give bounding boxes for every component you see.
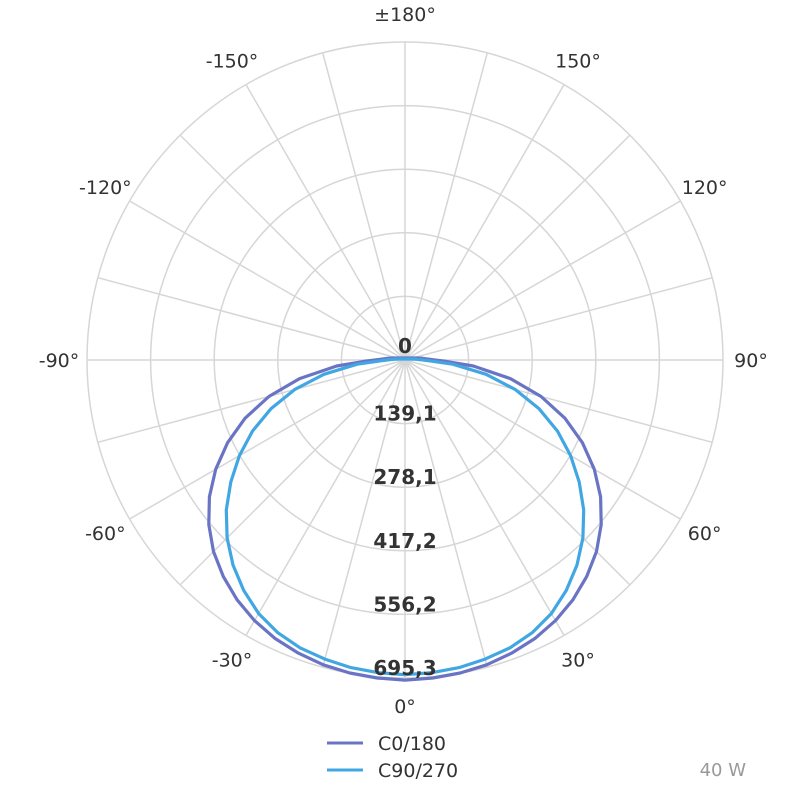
angle-label: -60° xyxy=(85,523,126,545)
angle-label: -120° xyxy=(79,177,132,199)
grid-spoke xyxy=(404,134,631,361)
radial-value-label: 278,1 xyxy=(373,465,436,489)
grid-spoke xyxy=(129,359,406,520)
angle-label: -30° xyxy=(212,650,253,672)
grid-spoke xyxy=(321,359,406,668)
radial-value-label: 139,1 xyxy=(373,402,436,426)
angle-label: ±180° xyxy=(374,4,436,26)
grid-spoke xyxy=(129,200,406,361)
angle-labels: 0° 30° 60° 90° 120° 150° ±180° -150° -120° -90° -6… xyxy=(39,4,768,718)
radial-value-label: 417,2 xyxy=(373,529,436,553)
series-line-1 xyxy=(224,357,586,677)
grid-spoke xyxy=(97,276,406,361)
grid-spoke xyxy=(404,359,631,586)
angle-label: 90° xyxy=(734,350,768,372)
angle-label: 0° xyxy=(394,696,416,718)
radial-labels: 0 139,1 278,1 417,2 556,2 695,3 xyxy=(373,334,436,680)
grid-spoke xyxy=(404,359,565,636)
grid-spoke xyxy=(179,359,406,586)
grid-spoke xyxy=(321,52,406,361)
grid-spoke xyxy=(404,359,713,444)
radial-value-label: 695,3 xyxy=(373,656,436,680)
grid-spoke xyxy=(404,276,713,361)
angle-label: 30° xyxy=(561,650,595,672)
grid-spoke xyxy=(245,84,406,361)
radial-value-label: 0 xyxy=(398,334,412,358)
grid-spoke xyxy=(404,359,489,668)
series-layer xyxy=(207,356,603,682)
grid-spoke xyxy=(404,52,489,361)
angle-label: 150° xyxy=(555,50,601,72)
grid-spoke xyxy=(404,84,565,361)
grid-spoke xyxy=(245,359,406,636)
legend-label-c90-270: C90/270 xyxy=(378,760,458,782)
legend: C0/180 C90/270 xyxy=(327,733,458,782)
angle-label: -90° xyxy=(39,350,80,372)
angle-label: -150° xyxy=(206,50,259,72)
grid-spoke xyxy=(404,359,681,520)
legend-label-c0-180: C0/180 xyxy=(378,733,446,755)
radial-value-label: 556,2 xyxy=(373,592,436,616)
angle-label: 120° xyxy=(682,177,728,199)
angle-label: 60° xyxy=(688,523,722,545)
power-note: 40 W xyxy=(700,760,747,781)
polar-grid xyxy=(86,41,724,679)
grid-spoke xyxy=(404,200,681,361)
grid-spoke xyxy=(97,359,406,444)
grid-spoke xyxy=(179,134,406,361)
